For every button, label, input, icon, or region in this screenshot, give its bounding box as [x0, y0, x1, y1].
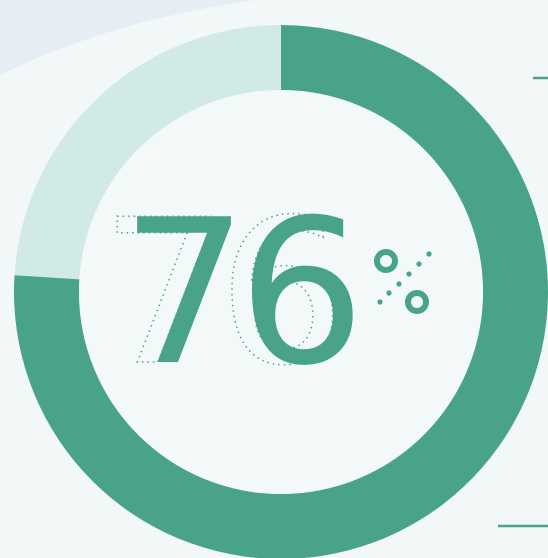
percent-sign-dot [416, 261, 422, 267]
percent-sign [374, 249, 432, 314]
donut-group [14, 25, 548, 558]
value-label-group: 76 76 [100, 176, 365, 411]
donut-inner [79, 90, 483, 494]
percent-sign-dot [426, 251, 432, 257]
value-label: 76 [121, 177, 356, 410]
percent-sign-top-ring [374, 249, 398, 273]
percent-sign-dot [396, 281, 402, 287]
percent-sign-dot [406, 271, 412, 277]
background-wave [0, 0, 255, 75]
percent-sign-bottom-ring [405, 290, 429, 314]
percent-sign-dot [386, 290, 392, 296]
percent-sign-dot [377, 299, 383, 305]
value-label-outline: 76 [101, 177, 336, 410]
donut-remaining-segment [14, 25, 281, 280]
